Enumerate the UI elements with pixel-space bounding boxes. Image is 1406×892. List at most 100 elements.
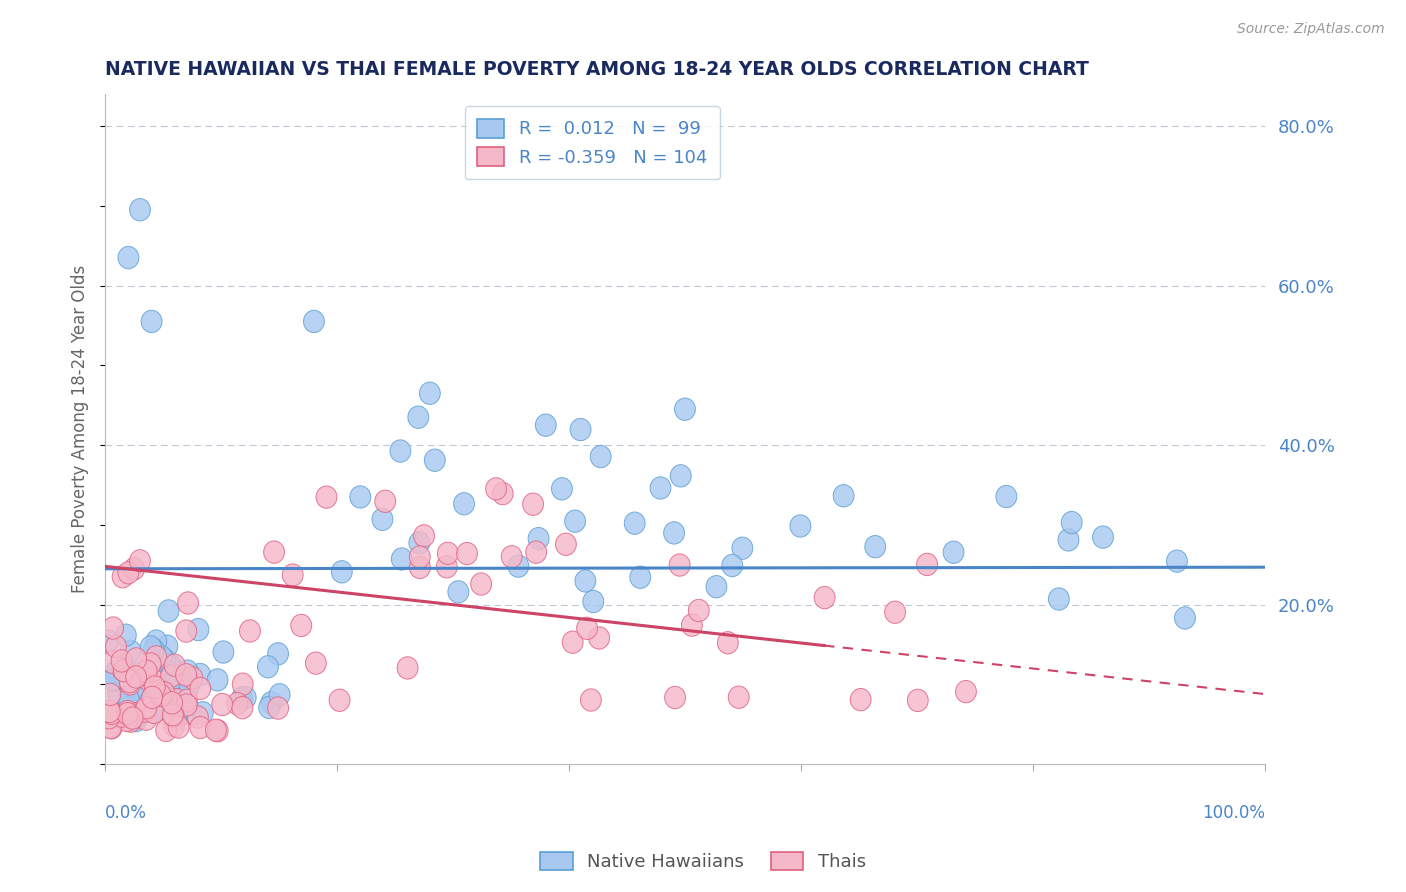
Ellipse shape [304,310,325,333]
Ellipse shape [166,689,187,711]
Ellipse shape [149,680,170,702]
Ellipse shape [665,686,686,709]
Ellipse shape [630,566,651,589]
Ellipse shape [136,660,157,682]
Ellipse shape [120,673,141,695]
Ellipse shape [682,614,703,636]
Ellipse shape [995,485,1017,508]
Ellipse shape [181,666,202,689]
Ellipse shape [391,548,412,570]
Ellipse shape [267,697,288,719]
Ellipse shape [156,698,177,720]
Ellipse shape [125,706,146,729]
Ellipse shape [100,700,120,723]
Ellipse shape [105,660,127,682]
Ellipse shape [576,617,598,640]
Ellipse shape [425,449,446,471]
Ellipse shape [160,668,181,690]
Ellipse shape [118,688,139,710]
Ellipse shape [492,483,513,505]
Ellipse shape [142,701,163,723]
Ellipse shape [165,654,186,676]
Ellipse shape [790,515,811,537]
Ellipse shape [1049,588,1070,610]
Ellipse shape [1059,529,1078,551]
Ellipse shape [101,716,122,739]
Ellipse shape [436,556,457,578]
Ellipse shape [103,617,124,640]
Ellipse shape [107,683,128,706]
Ellipse shape [142,668,163,690]
Ellipse shape [157,635,177,657]
Ellipse shape [834,484,853,507]
Ellipse shape [117,703,138,725]
Ellipse shape [689,599,709,622]
Ellipse shape [160,693,181,715]
Ellipse shape [350,486,371,508]
Ellipse shape [176,620,197,642]
Ellipse shape [117,700,138,723]
Ellipse shape [163,667,184,690]
Ellipse shape [170,669,191,691]
Ellipse shape [141,653,162,675]
Ellipse shape [103,669,124,691]
Ellipse shape [449,581,468,603]
Ellipse shape [409,532,430,554]
Ellipse shape [551,477,572,500]
Legend: Native Hawaiians, Thais: Native Hawaiians, Thais [533,845,873,879]
Ellipse shape [1062,511,1083,533]
Ellipse shape [134,684,155,706]
Ellipse shape [112,566,134,588]
Ellipse shape [190,677,211,699]
Ellipse shape [523,493,544,516]
Ellipse shape [267,642,288,665]
Ellipse shape [142,686,163,708]
Ellipse shape [143,701,165,723]
Ellipse shape [98,630,120,652]
Text: Source: ZipAtlas.com: Source: ZipAtlas.com [1237,22,1385,37]
Ellipse shape [717,632,738,654]
Ellipse shape [263,541,284,563]
Ellipse shape [141,636,162,658]
Ellipse shape [155,697,176,719]
Ellipse shape [136,694,157,716]
Ellipse shape [136,697,156,719]
Ellipse shape [565,510,585,533]
Ellipse shape [177,591,198,615]
Ellipse shape [193,702,214,724]
Ellipse shape [589,627,610,649]
Ellipse shape [176,664,197,686]
Ellipse shape [409,557,430,579]
Ellipse shape [120,671,141,693]
Ellipse shape [865,535,886,558]
Ellipse shape [187,706,208,728]
Text: 0.0%: 0.0% [105,805,148,822]
Ellipse shape [141,310,162,333]
Ellipse shape [671,465,692,487]
Ellipse shape [624,512,645,534]
Ellipse shape [207,669,228,691]
Ellipse shape [146,630,167,652]
Ellipse shape [457,542,478,565]
Ellipse shape [943,541,965,564]
Ellipse shape [471,573,492,595]
Ellipse shape [389,440,411,462]
Ellipse shape [664,522,685,544]
Ellipse shape [555,533,576,556]
Ellipse shape [583,591,603,613]
Ellipse shape [125,648,146,670]
Ellipse shape [232,673,253,696]
Ellipse shape [165,666,186,689]
Ellipse shape [100,683,121,706]
Ellipse shape [118,661,139,683]
Ellipse shape [721,554,742,576]
Ellipse shape [129,199,150,221]
Ellipse shape [179,673,200,696]
Ellipse shape [1092,526,1114,549]
Text: 100.0%: 100.0% [1202,805,1264,822]
Ellipse shape [814,586,835,608]
Ellipse shape [142,692,163,714]
Ellipse shape [956,681,976,703]
Ellipse shape [907,690,928,712]
Ellipse shape [569,418,591,441]
